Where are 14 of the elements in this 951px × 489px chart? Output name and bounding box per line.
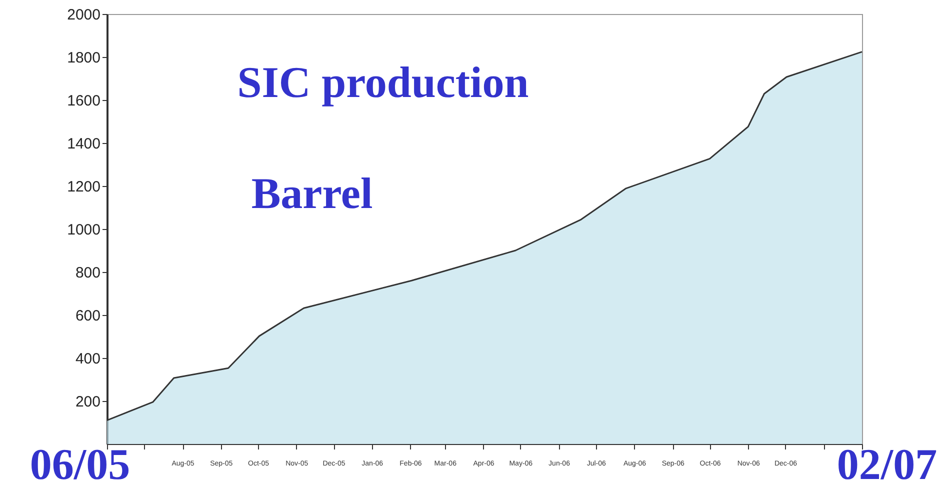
annotation: 02/07: [836, 440, 938, 489]
y-tick-label: 800: [75, 264, 100, 282]
y-tick-label: 200: [75, 394, 100, 410]
y-tick-label: 1800: [67, 50, 100, 66]
y-tick-label: 600: [75, 308, 100, 324]
y-tick-label: 2000: [67, 6, 100, 24]
y-tick-label: 1000: [67, 222, 100, 238]
annotation: 06/05: [30, 440, 130, 489]
y-tick-label: 400: [75, 350, 100, 368]
text: SIC production: [237, 58, 529, 107]
text: Barrel: [251, 169, 373, 218]
y-tick-label: 1200: [67, 178, 100, 196]
y-tick-label: 1600: [67, 92, 100, 110]
y-tick-label: 1400: [67, 136, 100, 152]
